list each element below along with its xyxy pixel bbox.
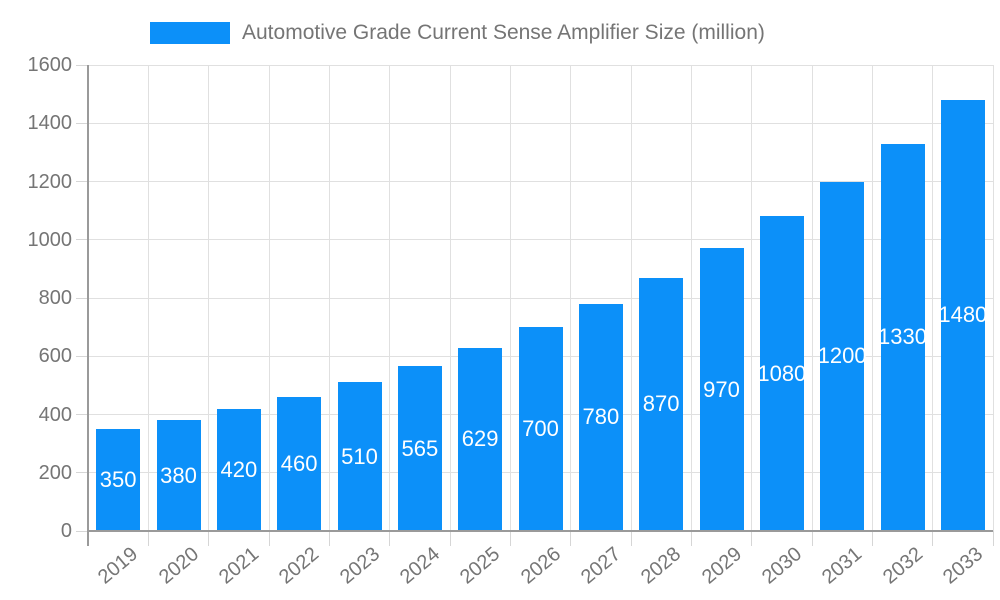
bar-value-label: 1080 <box>757 360 807 386</box>
x-axis-tick <box>208 531 210 546</box>
y-axis-label: 1600 <box>27 54 73 76</box>
y-axis-label: 800 <box>38 287 72 309</box>
gridline-vertical <box>509 65 511 531</box>
y-axis-tick <box>76 64 88 66</box>
y-axis-tick <box>76 181 88 182</box>
bar-2031[interactable] <box>820 181 865 531</box>
bar-2020[interactable] <box>156 420 201 531</box>
bar-2027[interactable] <box>578 303 623 531</box>
x-axis-tick <box>509 531 511 546</box>
y-axis-label: 1400 <box>27 112 73 135</box>
bar-2028[interactable] <box>639 277 684 531</box>
gridline-vertical <box>992 65 994 531</box>
bar-value-label: 970 <box>703 376 740 402</box>
bar-value-label: 870 <box>642 391 680 417</box>
gridline-vertical <box>389 65 391 531</box>
bar-value-label: 780 <box>582 404 620 430</box>
bar-value-label: 1330 <box>878 324 927 350</box>
legend-item[interactable]: Automotive Grade Current Sense Amplifier… <box>150 21 765 45</box>
bar-2022[interactable] <box>277 397 322 531</box>
gridline-vertical <box>871 65 873 531</box>
x-axis-tick <box>449 531 451 546</box>
y-axis-tick <box>76 414 88 415</box>
x-axis-label-2019: 2019 <box>94 543 143 589</box>
bar-value-label: 350 <box>99 467 137 493</box>
y-axis-label: 1200 <box>27 170 73 193</box>
gridline-vertical <box>932 65 934 531</box>
y-axis-tick <box>76 239 88 241</box>
gridline-horizontal <box>88 64 993 66</box>
bar-2023[interactable] <box>337 382 382 531</box>
x-axis-tick <box>992 531 994 546</box>
y-axis-line <box>87 65 89 546</box>
gridline-vertical <box>328 65 330 531</box>
x-axis-tick <box>570 531 572 546</box>
gridline-vertical <box>630 65 632 531</box>
gridline-vertical <box>570 65 572 531</box>
x-axis-tick <box>147 531 149 546</box>
bar-value-label: 510 <box>341 443 378 469</box>
x-axis-tick <box>932 531 934 546</box>
bar-value-label: 1480 <box>938 302 988 328</box>
y-axis-label: 600 <box>38 345 72 368</box>
gridline-vertical <box>268 65 270 531</box>
bar-value-label: 700 <box>522 416 559 442</box>
x-axis-tick <box>811 531 813 546</box>
gridline-vertical <box>449 65 451 531</box>
y-axis-label: 1000 <box>27 228 73 251</box>
gridline-vertical <box>811 65 813 531</box>
x-axis-line <box>88 530 993 532</box>
gridline-vertical <box>147 65 149 531</box>
bar-2026[interactable] <box>518 327 563 531</box>
bar-2029[interactable] <box>699 248 744 531</box>
x-axis-tick <box>690 531 692 546</box>
bar-2032[interactable] <box>880 143 925 531</box>
x-axis-tick <box>268 531 270 546</box>
x-axis-tick <box>328 531 330 546</box>
bar-2021[interactable] <box>216 408 261 531</box>
bar-value-label: 380 <box>160 462 197 488</box>
y-axis-tick <box>76 472 88 474</box>
y-axis-label: 200 <box>38 461 72 484</box>
legend-swatch <box>150 22 230 44</box>
bar-value-label: 1200 <box>817 343 867 369</box>
bar-2030[interactable] <box>759 216 804 531</box>
gridline-vertical <box>690 65 692 531</box>
y-axis-tick <box>76 530 88 532</box>
x-axis-tick <box>630 531 632 546</box>
bar-2019[interactable] <box>96 429 141 531</box>
x-axis-tick <box>871 531 873 546</box>
bar-2033[interactable] <box>940 99 985 531</box>
bar-value-label: 460 <box>280 451 318 476</box>
gridline-horizontal <box>88 122 993 124</box>
y-axis-label: 400 <box>38 403 72 426</box>
gridline-vertical <box>751 65 753 531</box>
y-axis-tick <box>76 355 88 357</box>
bar-value-label: 629 <box>461 426 499 452</box>
y-axis-label: 0 <box>60 520 72 542</box>
bar-2025[interactable] <box>458 347 503 531</box>
gridline-vertical <box>208 65 210 531</box>
legend-label: Automotive Grade Current Sense Amplifier… <box>242 21 765 44</box>
x-axis-tick <box>751 531 753 546</box>
bar-value-label: 565 <box>401 435 439 461</box>
gridline-horizontal <box>88 297 993 299</box>
bar-value-label: 420 <box>220 456 258 482</box>
y-axis-tick <box>76 297 88 299</box>
bar-2024[interactable] <box>397 366 442 531</box>
x-axis-tick <box>389 531 391 546</box>
gridline-horizontal <box>88 239 993 241</box>
gridline-horizontal <box>88 181 993 182</box>
y-axis-tick <box>76 122 88 124</box>
